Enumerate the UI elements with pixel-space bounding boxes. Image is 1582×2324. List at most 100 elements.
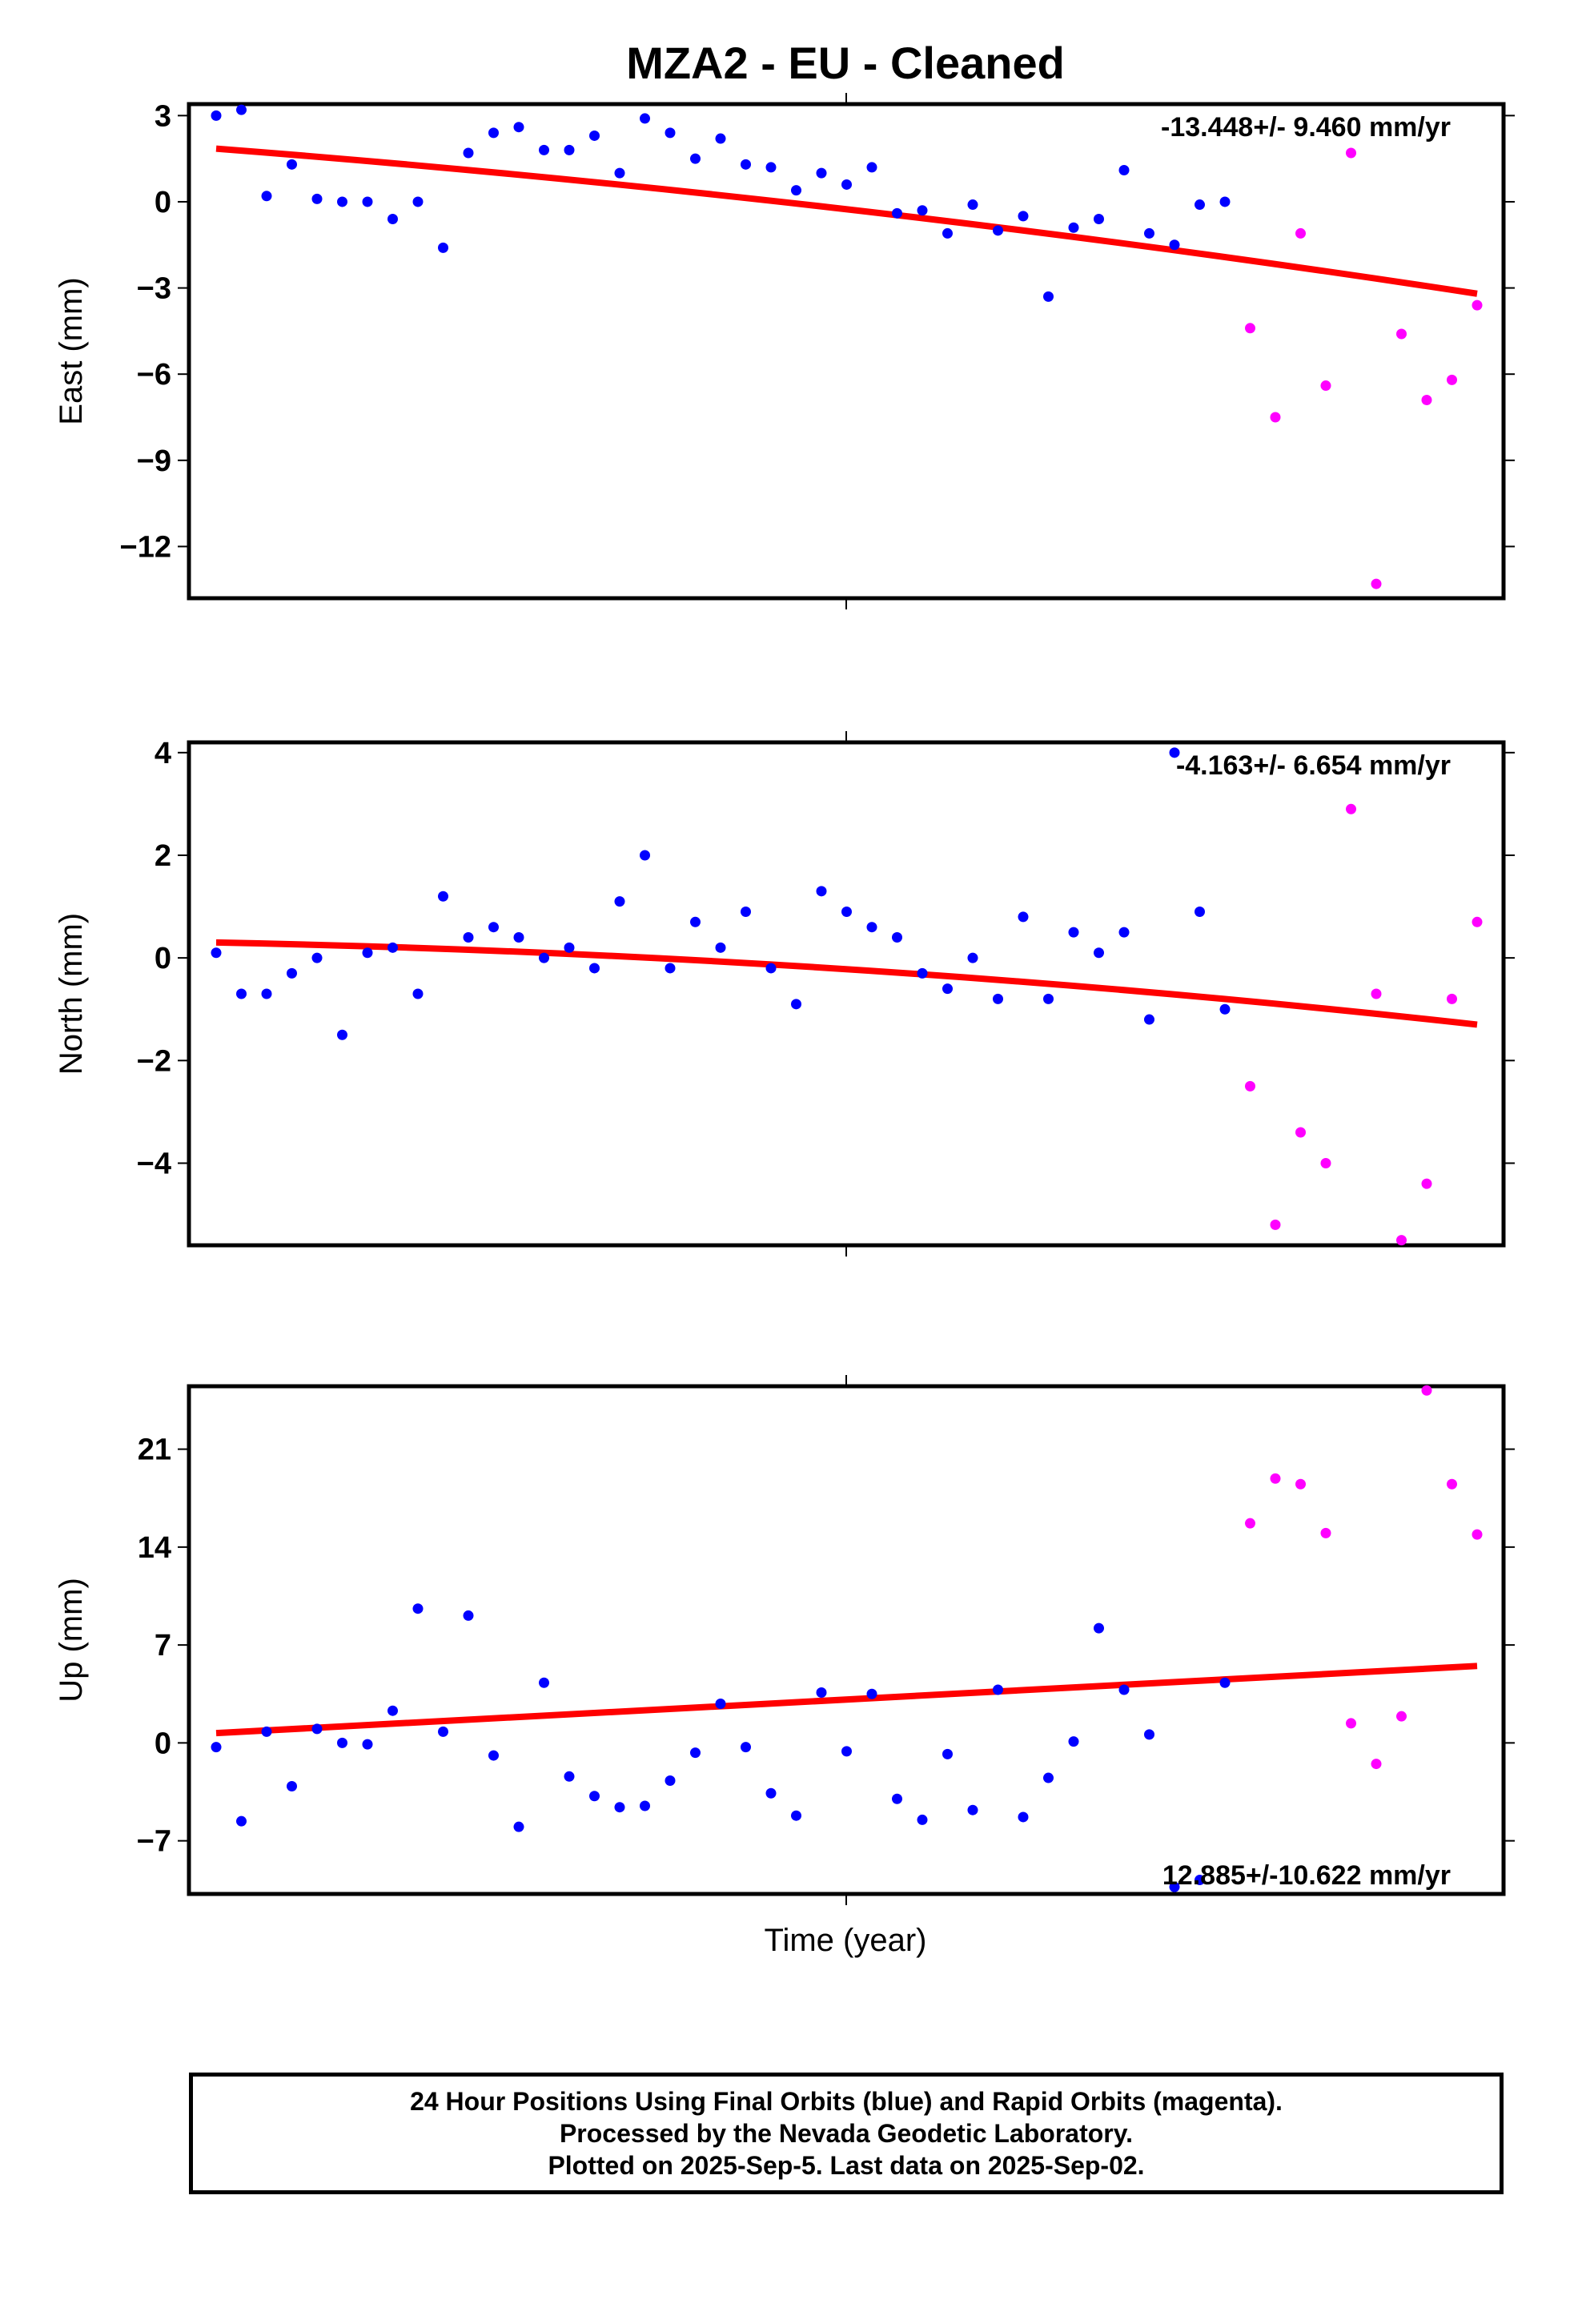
data-point-final [589, 130, 600, 141]
data-point-final [387, 1705, 398, 1716]
trend-line-east [215, 145, 1478, 297]
data-point-final [741, 159, 751, 170]
data-point-final [1118, 927, 1130, 938]
data-point-final [1169, 1881, 1180, 1892]
data-point-final [1094, 947, 1104, 959]
data-point-final [1144, 1729, 1154, 1740]
trend-line-up [215, 1663, 1478, 1737]
data-point-rapid [1270, 412, 1281, 423]
plot-frame-east [187, 102, 1506, 601]
data-point-final [564, 144, 575, 155]
data-point-final [967, 952, 978, 963]
rate-label-east: -13.448+/- 9.460 mm/yr [1161, 112, 1451, 143]
figure-title: MZA2 - EU - Cleaned [626, 38, 1065, 88]
data-point-final [488, 127, 499, 139]
data-point-final [1195, 1875, 1205, 1886]
data-point-rapid [1421, 1385, 1432, 1396]
data-point-final [1219, 196, 1231, 207]
data-point-final [337, 1737, 347, 1748]
data-point-final [412, 1603, 424, 1614]
data-point-final [362, 947, 373, 959]
data-point-final [866, 1688, 877, 1699]
data-point-final [412, 988, 424, 999]
y-tick-label-east: −9 [137, 444, 171, 478]
footer-note: 24 Hour Positions Using Final Orbits (bl… [189, 2073, 1504, 2194]
data-point-rapid [1346, 803, 1356, 814]
rate-label-up: 12.885+/-10.622 mm/yr [1162, 1860, 1451, 1891]
data-point-final [640, 113, 650, 124]
data-point-final [942, 983, 953, 995]
data-point-final [917, 967, 928, 979]
data-point-rapid [1421, 1178, 1432, 1189]
data-point-final [866, 922, 877, 933]
data-point-final [665, 127, 676, 139]
y-tick-label-north: 4 [155, 737, 171, 770]
data-point-final [438, 242, 448, 253]
data-point-final [690, 1747, 701, 1759]
data-point-final [211, 947, 222, 959]
data-point-rapid [1245, 323, 1255, 334]
data-point-final [337, 1029, 347, 1040]
data-point-final [1094, 1622, 1104, 1634]
data-point-final [1169, 747, 1180, 758]
data-point-final [412, 196, 424, 207]
data-point-final [463, 932, 474, 943]
data-point-rapid [1472, 1529, 1483, 1540]
data-point-final [665, 1775, 676, 1787]
data-point-final [614, 896, 625, 907]
data-point-final [640, 850, 650, 861]
y-tick-label-east: −12 [120, 530, 171, 564]
data-point-final [1068, 1736, 1079, 1747]
data-point-final [765, 162, 777, 173]
data-point-final [841, 1746, 852, 1757]
data-point-final [993, 1684, 1003, 1695]
data-point-final [1195, 906, 1205, 917]
data-point-rapid [1346, 1718, 1356, 1729]
data-point-rapid [1270, 1219, 1281, 1230]
data-point-final [892, 207, 902, 219]
data-point-rapid [1295, 1127, 1306, 1138]
data-point-final [513, 932, 524, 943]
data-point-final [816, 167, 827, 179]
data-point-final [236, 1815, 247, 1827]
data-point-rapid [1320, 380, 1331, 392]
data-point-final [1118, 1684, 1130, 1695]
data-point-rapid [1447, 993, 1457, 1004]
data-point-rapid [1472, 916, 1483, 927]
data-point-final [816, 1687, 827, 1698]
data-point-final [993, 225, 1003, 236]
footer-line-plotted: Plotted on 2025-Sep-5. Last data on 2025… [548, 2151, 1145, 2180]
rate-label-north: -4.163+/- 6.654 mm/yr [1176, 750, 1451, 781]
data-point-rapid [1447, 1478, 1457, 1490]
data-point-final [513, 1821, 524, 1832]
y-tick-label-up: −7 [137, 1825, 171, 1859]
data-point-rapid [1295, 1478, 1306, 1490]
data-point-final [614, 167, 625, 179]
data-point-final [362, 196, 373, 207]
data-point-final [211, 1742, 222, 1753]
data-point-final [1094, 213, 1104, 224]
data-point-final [816, 886, 827, 897]
data-point-final [236, 988, 247, 999]
data-point-rapid [1245, 1518, 1255, 1529]
data-point-final [1043, 291, 1054, 302]
y-axis-label-east: East (mm) [54, 277, 89, 424]
data-point-final [1144, 227, 1154, 239]
data-point-final [463, 1610, 474, 1621]
data-point-final [589, 963, 600, 974]
data-point-final [1043, 1772, 1054, 1783]
data-point-final [640, 1800, 650, 1811]
data-point-final [387, 213, 398, 224]
trend-line-north [215, 939, 1478, 1028]
data-point-rapid [1396, 1235, 1407, 1246]
data-point-final [967, 1804, 978, 1815]
data-point-final [539, 1677, 549, 1688]
data-point-final [438, 1726, 448, 1737]
data-point-final [791, 999, 801, 1010]
data-point-rapid [1371, 1759, 1382, 1770]
y-axis-label-up: Up (mm) [54, 1578, 89, 1703]
data-point-final [993, 993, 1003, 1004]
panels: 3 0 −3 −6 −9 −12 East (mm) -13.448+/- 9.460 mm/… [54, 93, 1515, 1905]
data-point-final [866, 162, 877, 173]
